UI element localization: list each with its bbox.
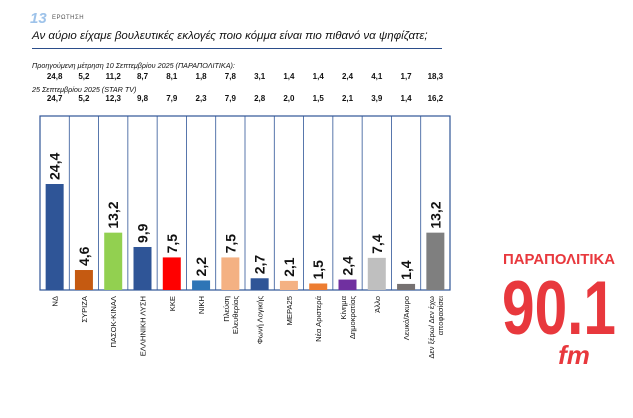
bar-value-label: 2,7 xyxy=(252,255,268,275)
previous-value: 7,8 xyxy=(225,72,237,81)
question-number: 13 xyxy=(30,10,47,27)
category-label: Δημοκρατίας xyxy=(348,296,357,339)
star-value: 7,9 xyxy=(225,94,237,103)
category-label: ΕΛΛΗΝΙΚΗ ΛΥΣΗ xyxy=(139,296,148,356)
star-value: 9,8 xyxy=(137,94,149,103)
previous-value: 8,1 xyxy=(166,72,178,81)
previous-value: 1,7 xyxy=(401,72,413,81)
bar-value-label: 24,4 xyxy=(47,153,63,180)
bar xyxy=(45,184,64,290)
previous-value: 1,4 xyxy=(313,72,325,81)
bar-value-label: 2,1 xyxy=(281,257,297,277)
star-value: 16,2 xyxy=(428,94,444,103)
star-value: 1,4 xyxy=(401,94,413,103)
bar-value-label: 2,4 xyxy=(340,256,356,276)
bar-value-label: 13,2 xyxy=(427,201,443,228)
previous-value: 11,2 xyxy=(106,72,122,81)
star-value: 3,9 xyxy=(371,94,383,103)
bar xyxy=(426,232,445,290)
question-label: ΕΡΩΤΗΣΗ xyxy=(52,15,85,21)
previous-value: 3,1 xyxy=(254,72,266,81)
category-label: ΝΙΚΗ xyxy=(197,296,206,314)
bar-value-label: 13,2 xyxy=(105,201,121,228)
bar xyxy=(221,257,240,290)
category-label: Κίνημα xyxy=(339,295,348,319)
previous-value: 2,4 xyxy=(342,72,354,81)
star-value: 2,8 xyxy=(254,94,266,103)
bar xyxy=(104,232,123,290)
bar xyxy=(250,278,269,290)
category-label: Φωνή Λογικής xyxy=(256,296,265,344)
logo-brand-text: ΠΑΡΑΠΟΛΙΤΙΚΑ xyxy=(503,251,615,268)
bar xyxy=(192,280,211,290)
category-label: ΝΔ xyxy=(51,296,60,307)
category-label: ΚΚΕ xyxy=(168,296,177,311)
bar xyxy=(367,257,386,290)
chart-title: Αν αύριο είχαμε βουλευτικές εκλογές ποιο… xyxy=(32,30,428,42)
star-value: 12,3 xyxy=(105,94,121,103)
category-label: Ελευθερίας xyxy=(231,296,240,334)
category-label: Πλεύση xyxy=(222,296,231,322)
bar-value-label: 1,5 xyxy=(310,260,326,280)
previous-value: 4,1 xyxy=(371,72,383,81)
logo-frequency-text: 90.1 xyxy=(502,266,616,351)
category-label: Νέα Αριστερά xyxy=(314,295,323,341)
bar-value-label: 7,5 xyxy=(222,234,238,254)
paraplitika-901-logo: ΠΑΡΑΠΟΛΙΤΙΚΑ 90.1 fm xyxy=(502,251,616,370)
bar xyxy=(133,246,152,290)
star-value: 1,5 xyxy=(313,94,325,103)
previous-value: 5,2 xyxy=(78,72,90,81)
star-value: 5,2 xyxy=(78,94,90,103)
previous-value: 24,8 xyxy=(47,72,63,81)
previous-value: 1,8 xyxy=(196,72,208,81)
bar xyxy=(397,283,416,290)
star-value: 2,0 xyxy=(283,94,295,103)
category-label: Λευκό/Άκυρο xyxy=(402,296,411,340)
previous-value: 8,7 xyxy=(137,72,149,81)
star-value: 7,9 xyxy=(166,94,178,103)
previous-measurement-label: Προηγούμενη μέτρηση 10 Σεπτεμβρίου 2025 … xyxy=(32,61,235,70)
current-measurement-label: 25 Σεπτεμβρίου 2025 (STAR TV) xyxy=(32,85,137,94)
bar-value-label: 9,9 xyxy=(135,223,151,243)
bar xyxy=(74,270,93,290)
bar-value-label: 7,5 xyxy=(164,234,180,254)
title-divider xyxy=(32,48,442,49)
bar-value-label: 1,4 xyxy=(398,260,414,280)
category-label: Δεν ξέρω/ Δεν έχω xyxy=(427,296,436,359)
bar-value-label: 4,6 xyxy=(76,246,92,266)
previous-value: 1,4 xyxy=(283,72,295,81)
bar-value-label: 2,2 xyxy=(193,257,209,277)
category-label: Άλλο xyxy=(373,296,382,313)
category-label: αποφασίσει xyxy=(436,296,445,336)
bar-value-label: 7,4 xyxy=(369,234,385,254)
star-value: 24,7 xyxy=(47,94,63,103)
bar xyxy=(162,257,181,290)
category-label: ΠΑΣΟΚ-ΚΙΝΑΛ xyxy=(109,295,118,347)
bar xyxy=(279,280,298,290)
category-label: ΜΕΡΑ25 xyxy=(285,296,294,325)
logo-fm-text: fm xyxy=(558,340,590,370)
star-value: 2,1 xyxy=(342,94,354,103)
star-value: 2,3 xyxy=(196,94,208,103)
bar xyxy=(309,283,328,290)
bar xyxy=(338,279,357,290)
category-label: ΣΥΡΙΖΑ xyxy=(80,295,89,323)
previous-value: 18,3 xyxy=(428,72,444,81)
